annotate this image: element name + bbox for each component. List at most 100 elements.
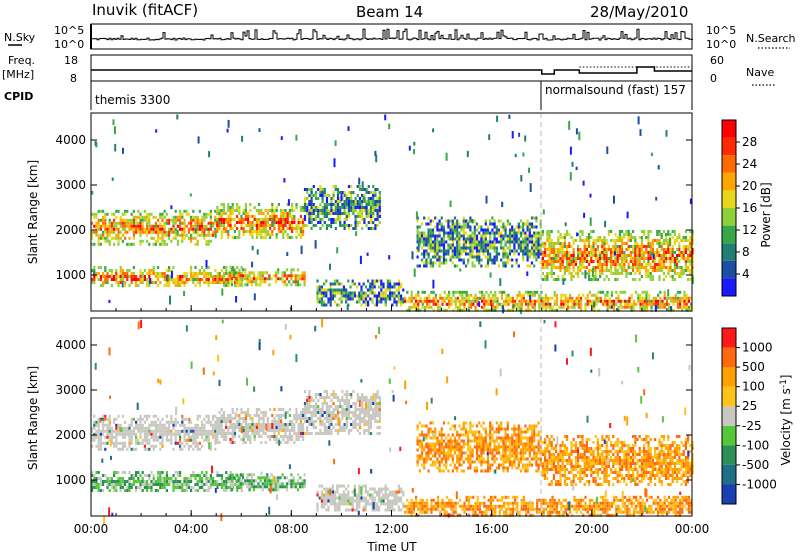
scatter-cell xyxy=(260,230,263,233)
scatter-cell xyxy=(661,302,664,306)
scatter-cell xyxy=(436,246,439,250)
scatter-cell xyxy=(689,239,692,242)
scatter-cell xyxy=(117,242,120,246)
scatter-cell xyxy=(522,299,525,303)
scatter-cell xyxy=(117,480,120,483)
scatter-cell xyxy=(299,420,302,423)
scatter-cell xyxy=(212,477,215,480)
scatter-cell xyxy=(634,272,637,275)
scatter-cell xyxy=(171,270,173,279)
scatter-cell xyxy=(187,477,190,480)
scatter-cell xyxy=(323,206,326,209)
scatter-cell xyxy=(505,296,508,300)
scatter-cell xyxy=(680,254,683,257)
scatter-cell xyxy=(277,432,280,435)
scatter-cell xyxy=(220,281,223,284)
scatter-cell xyxy=(525,308,528,312)
scatter-cell xyxy=(198,284,201,287)
scatter-cell xyxy=(91,483,94,486)
scatter-cell xyxy=(190,474,193,477)
scatter-cell xyxy=(174,423,177,427)
scatter-cell xyxy=(627,239,630,242)
scatter-cell xyxy=(345,291,348,295)
scatter-cell xyxy=(306,432,309,435)
scatter-cell xyxy=(132,227,135,231)
scatter-cell xyxy=(599,266,602,269)
scatter-cell xyxy=(550,257,553,260)
scatter-cell xyxy=(515,240,518,244)
scatter-cell xyxy=(196,435,199,439)
scatter-cell xyxy=(135,447,138,451)
scatter-cell xyxy=(605,254,608,257)
scatter-cell xyxy=(139,486,142,489)
scatter-cell xyxy=(104,275,107,278)
scatter-cell xyxy=(229,221,232,224)
scatter-cell xyxy=(485,302,488,306)
scatter-cell xyxy=(608,299,611,303)
scatter-cell xyxy=(550,245,553,248)
scatter-cell xyxy=(531,302,534,306)
scatter-cell xyxy=(592,239,595,242)
scatter-cell xyxy=(473,246,476,250)
scatter-cell xyxy=(282,423,285,426)
scatter-cell xyxy=(597,299,600,303)
scatter-cell xyxy=(445,152,448,161)
scatter-cell xyxy=(596,263,599,266)
scatter-cell xyxy=(229,423,232,426)
scatter-cell xyxy=(429,231,432,235)
scatter-cell xyxy=(119,281,122,284)
scatter-cell xyxy=(503,290,506,294)
scatter-cell xyxy=(244,230,247,233)
scatter-cell xyxy=(456,264,459,268)
scatter-cell xyxy=(288,227,291,230)
scatter-cell xyxy=(670,296,673,300)
scatter-cell xyxy=(425,258,428,262)
scatter-cell xyxy=(639,293,642,297)
scatter-cell xyxy=(378,212,381,215)
scatter-cell xyxy=(262,423,265,426)
scatter-cell xyxy=(351,282,354,286)
scatter-cell xyxy=(170,218,173,222)
scatter-cell xyxy=(564,296,567,300)
scatter-cell xyxy=(462,222,465,226)
scatter-cell xyxy=(596,239,599,242)
scatter-cell xyxy=(358,188,362,191)
scatter-cell xyxy=(573,302,576,306)
scatter-cell xyxy=(491,261,494,265)
scatter-cell xyxy=(251,261,254,268)
scatter-cell xyxy=(252,473,256,477)
scatter-cell xyxy=(612,272,615,275)
scatter-cell xyxy=(493,240,496,244)
scatter-cell xyxy=(527,290,530,294)
scatter-cell xyxy=(216,480,219,483)
scatter-cell xyxy=(374,200,377,203)
scatter-cell xyxy=(596,260,599,263)
scatter-cell xyxy=(306,212,309,215)
scatter-cell xyxy=(634,263,637,266)
scatter-cell xyxy=(354,224,357,227)
scatter-cell xyxy=(647,275,650,278)
scatter-cell xyxy=(225,269,228,272)
scatter-cell xyxy=(236,236,239,239)
scatter-cell xyxy=(612,260,615,263)
scatter-cell xyxy=(593,299,596,303)
scatter-cell xyxy=(536,290,539,294)
scatter-cell xyxy=(614,233,617,236)
scatter-cell xyxy=(374,150,377,156)
scatter-cell xyxy=(428,296,431,300)
scatter-cell xyxy=(293,423,296,426)
scatter-cell xyxy=(179,447,182,451)
scatter-cell xyxy=(616,260,619,263)
scatter-cell xyxy=(581,260,584,263)
scatter-cell xyxy=(517,240,520,244)
scatter-cell xyxy=(678,272,681,275)
scatter-cell xyxy=(610,272,613,275)
scatter-cell xyxy=(303,283,306,287)
scatter-cell xyxy=(108,489,111,492)
scatter-cell xyxy=(146,230,149,234)
scatter-cell xyxy=(625,233,628,236)
scatter-cell xyxy=(547,296,550,300)
scatter-cell xyxy=(577,272,580,275)
scatter-cell xyxy=(473,228,476,232)
scatter-cell xyxy=(248,479,251,483)
